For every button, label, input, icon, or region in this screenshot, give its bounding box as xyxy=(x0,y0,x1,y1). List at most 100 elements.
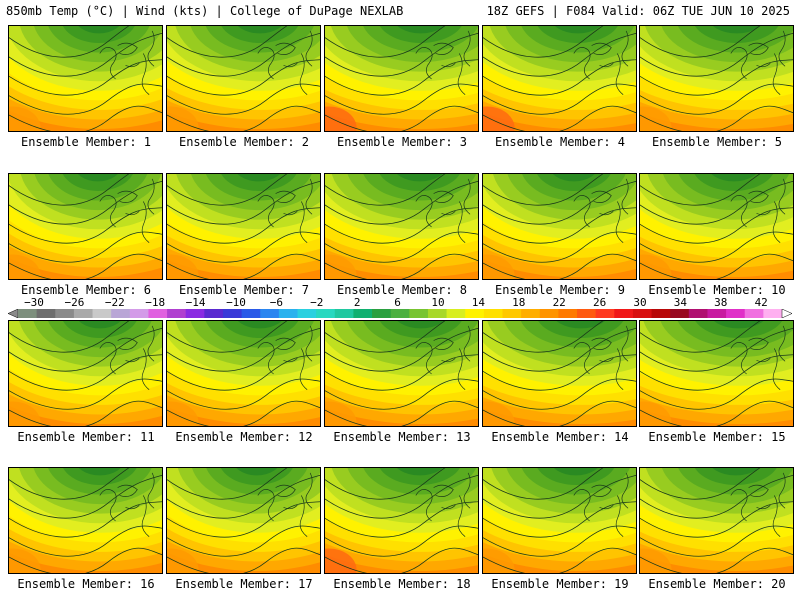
height-contour xyxy=(483,525,636,557)
temperature-field xyxy=(640,174,793,279)
member-label: Ensemble Member: 19 xyxy=(491,577,629,591)
height-contour xyxy=(325,26,446,58)
height-contour xyxy=(483,231,636,263)
ensemble-map xyxy=(324,25,479,132)
lakes-outline xyxy=(99,337,150,390)
warm-region xyxy=(640,106,672,131)
temperature-band xyxy=(694,26,779,43)
height-contour xyxy=(9,547,162,573)
temperature-band xyxy=(554,26,601,34)
temperature-colorbar xyxy=(8,309,792,318)
height-contour xyxy=(640,180,793,225)
colorbar-swatch xyxy=(148,309,168,318)
height-contour xyxy=(325,105,478,131)
member-label: Ensemble Member: 8 xyxy=(336,283,468,297)
ensemble-map xyxy=(482,320,637,427)
lakes-outline xyxy=(415,42,466,95)
temperature-band xyxy=(397,321,445,329)
ensemble-map xyxy=(166,320,321,427)
colorbar-swatch xyxy=(92,309,112,318)
warm-region xyxy=(9,106,41,131)
lakes-outline xyxy=(257,190,308,243)
coastline xyxy=(463,30,471,67)
height-contour xyxy=(640,547,793,573)
ensemble-map xyxy=(639,173,794,280)
coastline xyxy=(463,178,471,215)
ensemble-map xyxy=(8,467,163,574)
lakes-outline xyxy=(415,484,466,537)
temperature-band xyxy=(62,468,137,485)
height-contour xyxy=(640,378,793,410)
lakes-outline xyxy=(99,42,150,95)
colorbar-tick-label: 26 xyxy=(592,296,607,309)
colorbar-swatch xyxy=(334,309,354,318)
temperature-band xyxy=(694,468,777,485)
height-contour xyxy=(9,26,130,58)
height-contour xyxy=(640,400,793,426)
ensemble-map xyxy=(166,173,321,280)
colorbar-swatch xyxy=(390,309,410,318)
colorbar-swatch xyxy=(129,309,149,318)
coastline xyxy=(305,472,313,509)
member-label: Ensemble Member: 16 xyxy=(17,577,155,591)
height-contour xyxy=(167,83,320,115)
temperature-band xyxy=(379,468,460,485)
height-contour xyxy=(325,253,478,279)
temperature-band xyxy=(78,468,121,476)
temperature-field xyxy=(483,468,636,573)
warm-region xyxy=(9,548,41,573)
temperature-field xyxy=(640,321,793,426)
colorbar-swatch xyxy=(446,309,466,318)
member-label: Ensemble Member: 20 xyxy=(648,577,786,591)
warm-region xyxy=(640,401,672,426)
coastline xyxy=(621,30,629,67)
map-title: 850mb Temp (°C) | Wind (kts) | College o… xyxy=(6,4,404,18)
height-contour xyxy=(167,547,320,573)
temperature-band xyxy=(397,26,445,34)
height-contour xyxy=(483,253,636,279)
member-label: Ensemble Member: 3 xyxy=(336,135,468,149)
member-label: Ensemble Member: 4 xyxy=(494,135,626,149)
temperature-band xyxy=(713,26,761,34)
ensemble-map xyxy=(8,25,163,132)
temperature-field xyxy=(9,174,162,279)
temperature-band xyxy=(552,174,595,182)
ensemble-map xyxy=(482,467,637,574)
height-contour xyxy=(167,180,320,225)
height-contour xyxy=(483,32,636,77)
colorbar-swatch xyxy=(465,309,485,318)
height-contour xyxy=(9,105,162,131)
colorbar-swatch xyxy=(185,309,205,318)
temperature-band xyxy=(556,321,605,329)
lakes-outline xyxy=(257,484,308,537)
coastline xyxy=(305,30,313,67)
height-contour xyxy=(640,474,793,519)
member-label: Ensemble Member: 14 xyxy=(491,430,629,444)
height-contour xyxy=(483,26,604,58)
colorbar-swatch xyxy=(55,309,75,318)
height-contour xyxy=(167,32,320,77)
colorbar-tick-label: 30 xyxy=(633,296,647,309)
colorbar-swatch xyxy=(744,309,764,318)
height-contour xyxy=(325,231,478,263)
ensemble-map xyxy=(324,173,479,280)
colorbar-swatch xyxy=(260,309,280,318)
height-contour xyxy=(167,378,320,410)
ensemble-map xyxy=(639,25,794,132)
temperature-band xyxy=(78,321,121,329)
temperature-field xyxy=(483,321,636,426)
member-label: Ensemble Member: 18 xyxy=(333,577,471,591)
colorbar-swatch xyxy=(353,309,373,318)
member-label: Ensemble Member: 11 xyxy=(17,430,155,444)
temperature-field xyxy=(325,321,478,426)
height-contour xyxy=(167,26,288,58)
height-contour xyxy=(325,32,478,77)
warm-region xyxy=(167,548,199,573)
temperature-band xyxy=(536,174,611,191)
height-contour xyxy=(9,253,162,279)
coastline xyxy=(621,178,629,215)
temperature-band xyxy=(379,174,460,191)
height-contour xyxy=(483,468,604,500)
colorbar-swatch xyxy=(726,309,746,318)
height-contour xyxy=(640,32,793,77)
